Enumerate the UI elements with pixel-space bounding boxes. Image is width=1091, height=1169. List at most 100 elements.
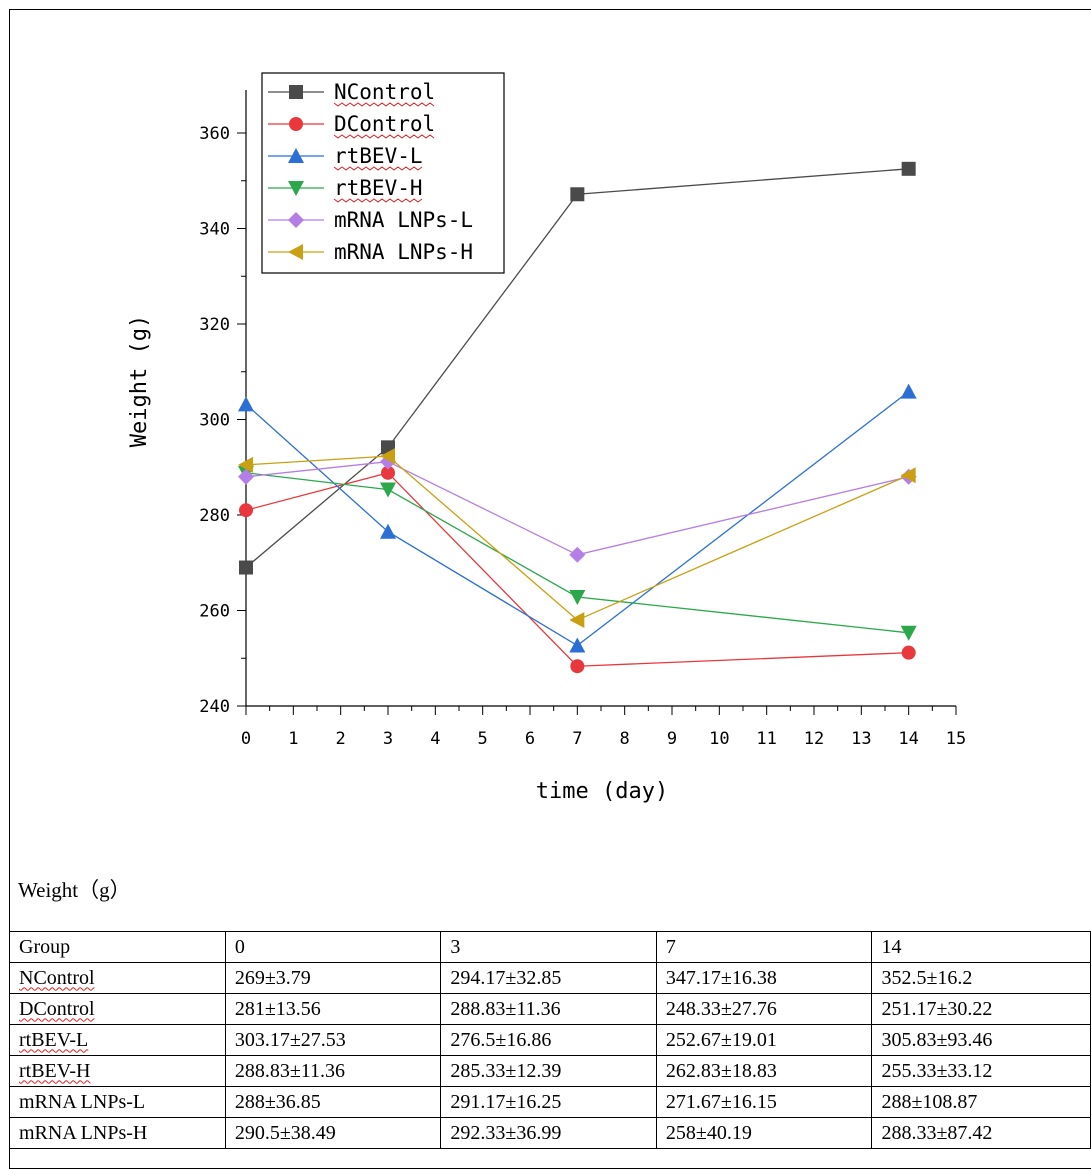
legend-label-rtbev-l: rtBEV-L: [334, 144, 423, 168]
table-header-cell: Group: [9, 931, 226, 963]
weight-table: Group 0 3 7 14 NControl 269±3.79 294.17±32.85 34…: [9, 931, 1091, 1149]
x-tick-label: 0: [241, 729, 251, 749]
table-row: mRNA LNPs-L 288±36.85 291.17±16.25 271.67±1…: [9, 1086, 1091, 1118]
table-cell: 276.5±16.86: [440, 1024, 657, 1056]
point-rtbev-h: [380, 482, 396, 498]
legend-label-mrna-lnps-h: mRNA LNPs-H: [334, 240, 473, 264]
table-cell: 288.83±11.36: [224, 1055, 442, 1087]
legend-marker-rtbev-l: [288, 148, 304, 163]
point-rtbev-l: [900, 383, 917, 399]
point-ncontrol: [570, 187, 585, 202]
legend-label-dcontrol: DControl: [334, 112, 435, 136]
y-tick-label: 320: [199, 315, 230, 335]
y-tick-label: 360: [199, 124, 230, 144]
table-group-cell: DControl: [9, 993, 226, 1025]
table-group-cell: NControl: [9, 962, 226, 994]
table-cell: 291.17±16.25: [440, 1086, 657, 1118]
x-tick-label: 11: [756, 729, 776, 749]
table-cell: 248.33±27.76: [655, 993, 873, 1025]
point-ncontrol: [901, 161, 916, 176]
table-cell: 294.17±32.85: [440, 962, 657, 994]
x-tick-label: 1: [288, 729, 298, 749]
legend-marker-dcontrol: [289, 117, 303, 131]
table-header-cell: 14: [871, 931, 1091, 963]
series-line-mrna-lnps-l: [245, 460, 909, 556]
legend-marker-ncontrol: [289, 85, 303, 99]
table-header-cell: 7: [655, 931, 873, 963]
table-cell: 352.5±16.2: [871, 962, 1091, 994]
x-tick-label: 2: [336, 729, 346, 749]
point-rtbev-h: [569, 589, 586, 605]
weight-line-chart: 0 1 2 3 4 5 6 7 8 9 10 11 12 13 14 15240260280300320340…: [127, 72, 966, 804]
spellcheck-underline: [333, 166, 423, 171]
table-cell: 281±13.56: [224, 993, 442, 1025]
point-mrna-lnps-l: [569, 546, 586, 563]
table-cell: 285.33±12.39: [440, 1055, 657, 1087]
x-tick-label: 8: [620, 729, 630, 749]
table-header-cell: 0: [224, 931, 442, 963]
point-dcontrol: [381, 465, 395, 480]
table-cell: 303.17±27.53: [224, 1024, 442, 1056]
table-cell: 288±36.85: [224, 1086, 442, 1118]
x-tick-label: 5: [478, 729, 488, 749]
table-header-row: Group 0 3 7 14: [9, 931, 1091, 963]
legend-label-ncontrol: NControl: [334, 80, 435, 104]
table-cell: 288.33±87.42: [871, 1117, 1091, 1149]
point-rtbev-h: [900, 625, 917, 641]
x-tick-label: 12: [804, 729, 824, 749]
table-group-cell: rtBEV-H: [9, 1055, 226, 1087]
series-line-ncontrol: [245, 168, 909, 569]
table-cell: 271.67±16.15: [655, 1086, 873, 1118]
table-row: rtBEV-L 303.17±27.53 276.5±16.86 252.67±19.…: [9, 1024, 1091, 1056]
legend-label-mrna-lnps-l: mRNA LNPs-L: [334, 208, 473, 232]
series-line-rtbev-l: [245, 391, 910, 647]
table-cell: 255.33±33.12: [871, 1055, 1091, 1087]
point-mrna-lnps-h: [380, 448, 395, 465]
table-cell: 269±3.79: [224, 962, 442, 994]
table-cell: 347.17±16.38: [655, 962, 873, 994]
table-cell: 262.83±18.83: [655, 1055, 873, 1087]
x-tick-label: 15: [946, 729, 966, 749]
table-row: DControl 281±13.56 288.83±11.36 248.33±27.7…: [9, 993, 1091, 1025]
legend-box: [261, 72, 505, 274]
series-line-rtbev-h: [245, 472, 909, 634]
x-tick-label: 14: [898, 729, 918, 749]
x-tick-label: 10: [709, 729, 729, 749]
y-tick-label: 260: [199, 602, 230, 622]
y-tick-label: 240: [199, 697, 230, 717]
table-cell: 290.5±38.49: [224, 1117, 442, 1149]
y-tick-label: 340: [199, 220, 230, 240]
table-cell: 288±108.87: [871, 1086, 1091, 1118]
spellcheck-underline: [333, 134, 435, 139]
spellcheck-underline: [333, 102, 435, 107]
y-tick-label: 280: [199, 506, 230, 526]
point-mrna-lnps-h: [238, 456, 253, 473]
table-row: mRNA LNPs-H 290.5±38.49 292.33±36.99 258±40…: [9, 1117, 1091, 1149]
table-cell: 258±40.19: [655, 1117, 873, 1149]
point-dcontrol: [901, 645, 916, 660]
x-tick-label: 9: [667, 729, 677, 749]
table-row: rtBEV-H 288.83±11.36 285.33±12.39 262.83±18…: [9, 1055, 1091, 1087]
x-tick-label: 6: [525, 729, 535, 749]
legend-marker-mrna-lnps-l: [288, 212, 304, 228]
x-axis-label: time (day): [536, 779, 668, 804]
point-ncontrol: [239, 560, 253, 575]
y-axis-label: Weight (g): [127, 315, 152, 447]
legend-marker-rtbev-h: [288, 181, 304, 196]
x-tick-label: 4: [430, 729, 440, 749]
table-cell: 252.67±19.01: [655, 1024, 873, 1056]
x-tick-label: 3: [383, 729, 393, 749]
table-group-cell: rtBEV-L: [9, 1024, 226, 1056]
point-rtbev-l: [380, 523, 396, 539]
point-dcontrol: [570, 659, 585, 674]
legend-marker-mrna-lnps-h: [288, 244, 303, 260]
series-line-dcontrol: [245, 472, 909, 667]
series-line-mrna-lnps-h: [245, 455, 909, 621]
y-tick-label: 300: [199, 411, 230, 431]
point-mrna-lnps-l: [238, 468, 254, 485]
table-group-cell: mRNA LNPs-L: [9, 1086, 226, 1118]
legend-label-rtbev-h: rtBEV-H: [334, 176, 423, 200]
table-group-cell: mRNA LNPs-H: [9, 1117, 226, 1149]
point-rtbev-l: [569, 637, 586, 653]
table-caption: Weight（g）: [18, 878, 131, 902]
